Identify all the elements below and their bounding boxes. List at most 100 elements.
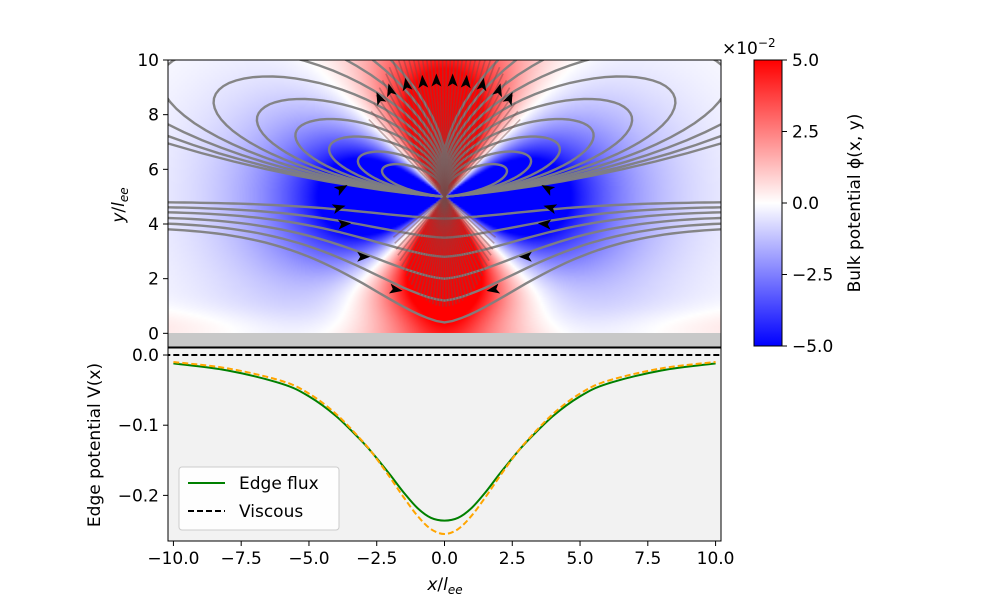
streamline-ray	[437, 60, 446, 197]
streamline-ray	[443, 196, 461, 303]
streamline-ray	[443, 196, 492, 256]
streamline-ray	[443, 196, 447, 307]
top-y-tick-label: 0	[148, 324, 159, 344]
streamline-ray	[395, 196, 446, 250]
streamline-ray	[378, 87, 446, 198]
streamline-ray	[399, 196, 446, 262]
flow-arrow	[331, 204, 346, 214]
streamline-ray	[442, 196, 446, 307]
streamline-ray	[443, 102, 517, 198]
streamline-ray	[443, 196, 476, 289]
streamline-ray	[430, 60, 446, 197]
streamline-ray	[416, 196, 446, 293]
streamline-ray	[381, 80, 446, 198]
streamline-lobe	[168, 60, 449, 198]
streamlines	[168, 60, 721, 324]
flow-arrow	[387, 83, 397, 98]
streamline-ray	[443, 196, 481, 281]
streamline-ray	[372, 102, 446, 198]
streamline-ray	[443, 87, 511, 198]
streamline-arc	[168, 211, 721, 259]
streamline-ray	[443, 196, 464, 301]
streamline-lobe	[442, 97, 634, 198]
series-line-edge-flux	[173, 362, 716, 522]
heatmap-frame	[167, 59, 722, 348]
streamline-ray	[443, 196, 479, 285]
streamline-ray	[428, 196, 446, 303]
flow-arrow	[337, 219, 352, 230]
streamline-arc	[168, 228, 721, 324]
colorbar-tick-label: 0.0	[792, 194, 819, 214]
flow-arrow	[333, 185, 348, 196]
colorbar-tick-label: −5.0	[792, 337, 833, 357]
streamline-ray	[443, 60, 452, 197]
flow-arrow	[357, 251, 371, 262]
top-y-axis-label: y/lee	[109, 187, 131, 223]
streamline-ray	[425, 196, 446, 301]
series-line-unlabeled	[173, 361, 716, 536]
streamline-ray	[412, 60, 446, 197]
streamline-ray	[443, 60, 497, 197]
streamline-ray	[370, 110, 446, 198]
colorbar-multiplier: ×10−2	[722, 36, 776, 59]
streamline-ray	[397, 196, 446, 256]
x-tick-label: −5.0	[288, 549, 329, 569]
streamline-lobe	[440, 60, 721, 198]
colorbar-gradient	[753, 59, 783, 347]
x-tick-label: −2.5	[356, 549, 397, 569]
bottom-y-axis-label: Edge potential V(x)	[85, 363, 105, 527]
streamline-ray	[413, 196, 446, 289]
colorbar-tick-label: 5.0	[792, 51, 819, 71]
legend-label-edge-flux: Edge flux	[239, 474, 319, 494]
flow-arrow	[418, 74, 429, 89]
y-tick-label: −0.1	[118, 416, 159, 436]
flow-arrow	[492, 83, 502, 98]
streamline-ray	[368, 118, 446, 198]
top-y-tick-label: 8	[148, 106, 159, 126]
x-tick-label: 2.5	[499, 549, 526, 569]
x-tick-label: 0.0	[431, 549, 458, 569]
colorbar-label: Bulk potential ϕ(x, y)	[845, 114, 865, 293]
flow-arrow	[518, 251, 532, 262]
streamline-ray	[392, 196, 445, 238]
legend-label-viscous: Viscous	[239, 502, 303, 522]
streamline-ray	[443, 60, 468, 197]
streamline-ray	[443, 196, 495, 244]
streamline-lobe	[441, 60, 721, 198]
streamline-ray	[443, 196, 470, 296]
streamline-ray	[434, 60, 446, 197]
flow-arrow	[376, 91, 387, 106]
streamline-ray	[443, 110, 519, 198]
streamline-ray	[443, 60, 481, 197]
flow-arrow	[402, 77, 413, 92]
streamline-ray	[444, 196, 497, 238]
colorbar-ticks: 5.0 2.5 0.0 −2.5 −5.0	[782, 51, 833, 357]
streamline-ray	[443, 196, 473, 293]
streamline-lobe	[442, 117, 595, 198]
edge-potential-panel: −10.0 −7.5 −5.0 −2.5 0.0 2.5 5.0 7.5 10.0 0.0 −0.…	[85, 346, 735, 597]
bottom-x-axis-label: x/lee	[426, 575, 462, 597]
streamline-ray	[443, 60, 477, 197]
x-tick-label: −10.0	[147, 549, 199, 569]
streamline-lobe	[168, 60, 448, 198]
streamline-ray	[403, 196, 446, 272]
streamline-lobe	[168, 60, 448, 198]
streamline-ray	[432, 196, 446, 305]
streamline-ray	[419, 196, 446, 296]
streamline-ray	[417, 60, 446, 197]
streamline-ray	[392, 60, 446, 197]
streamline-ray	[426, 60, 446, 197]
x-tick-label: 7.5	[634, 549, 661, 569]
streamline-ray	[443, 60, 448, 197]
colorbar-tick-label: 2.5	[792, 123, 819, 143]
streamline-ray	[443, 60, 459, 197]
streamline-ray	[408, 196, 446, 281]
streamline-ray	[443, 60, 486, 197]
streamline-ray	[441, 60, 446, 197]
streamline-ray	[443, 60, 492, 197]
top-y-tick-label: 2	[148, 270, 159, 290]
streamline-ray	[443, 60, 455, 197]
streamline-ray	[443, 196, 451, 307]
streamline-ray	[397, 60, 446, 197]
flow-arrow	[502, 91, 513, 106]
